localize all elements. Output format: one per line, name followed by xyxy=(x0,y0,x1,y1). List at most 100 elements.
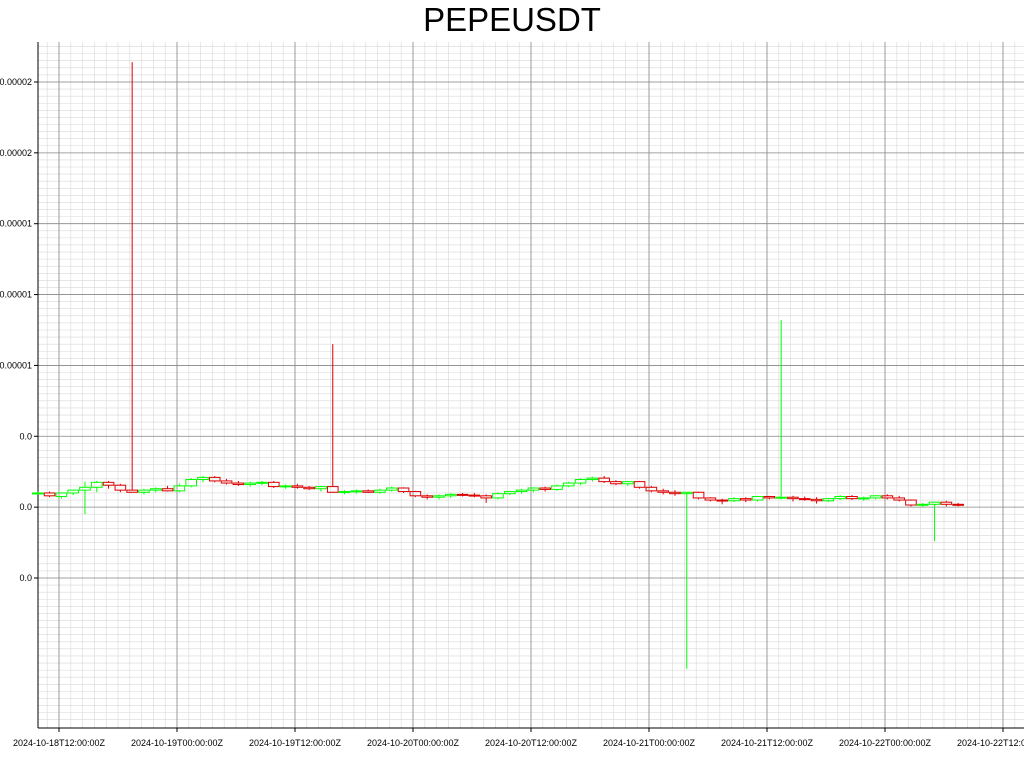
candle-body xyxy=(657,490,669,493)
candle-up xyxy=(197,475,209,483)
candle-up xyxy=(315,485,327,492)
candle-body xyxy=(916,503,929,506)
candle-down xyxy=(421,494,433,500)
candle-up xyxy=(562,481,575,488)
candle-down xyxy=(267,480,280,489)
candle-down xyxy=(126,62,138,493)
candle-up xyxy=(869,495,882,500)
candle-body xyxy=(173,485,186,492)
candle-body xyxy=(834,496,846,500)
candle-up xyxy=(173,483,186,493)
candle-body xyxy=(480,495,492,499)
candle-body xyxy=(905,499,917,506)
candle-body xyxy=(503,491,516,495)
candle-body xyxy=(326,486,339,493)
candle-body xyxy=(208,476,221,482)
candle-up xyxy=(527,487,540,493)
candle-up xyxy=(621,480,634,486)
candle-body xyxy=(728,498,740,502)
candle-up xyxy=(444,492,457,498)
candle-up xyxy=(138,488,150,495)
candle-up xyxy=(857,496,870,501)
candle-body xyxy=(881,495,894,499)
candle-down xyxy=(397,487,410,493)
candle-up xyxy=(374,488,386,494)
candle-body xyxy=(114,484,127,491)
candle-down xyxy=(787,495,799,502)
candle-down xyxy=(669,490,681,496)
candle-body xyxy=(315,486,327,490)
candle-body xyxy=(893,497,905,501)
candle-body xyxy=(279,485,292,488)
candle-body xyxy=(633,481,646,488)
candle-body xyxy=(67,489,79,494)
candle-down xyxy=(114,483,127,493)
candle-up xyxy=(916,502,929,508)
candle-body xyxy=(869,495,882,499)
candle-up xyxy=(503,490,516,496)
candle-body xyxy=(704,497,717,501)
candle-body xyxy=(716,499,728,502)
candle-body xyxy=(185,479,197,487)
candle-body xyxy=(456,493,469,496)
y-axis-ticks: 0.0 0.0 0.0 0.00001 0.00001 0.00001 0.00002 0.0… xyxy=(0,77,38,583)
candle-body xyxy=(610,481,622,485)
candle-down xyxy=(291,483,304,489)
candle-up xyxy=(515,488,528,494)
candle-up xyxy=(433,494,445,500)
candle-body xyxy=(90,481,103,488)
candle-up xyxy=(551,484,563,491)
candle-down xyxy=(798,496,811,501)
candle-up xyxy=(31,491,44,495)
candle-down xyxy=(102,480,115,489)
candle-up xyxy=(90,480,103,493)
candle-body xyxy=(551,485,563,490)
candle-body xyxy=(338,491,351,494)
candle-down xyxy=(810,497,823,504)
candle-up xyxy=(55,492,68,499)
candle-up xyxy=(751,495,764,502)
candle-body xyxy=(940,501,953,505)
candle-body xyxy=(751,496,764,501)
candle-body xyxy=(798,498,811,501)
candle-down xyxy=(539,486,551,492)
candle-body xyxy=(126,489,138,493)
candle-down xyxy=(456,492,469,497)
candle-body xyxy=(421,495,433,498)
y-tick-label: 0.0 xyxy=(19,502,32,512)
candle-body xyxy=(102,481,115,486)
candle-down xyxy=(468,492,481,498)
candle-up xyxy=(574,478,587,486)
candle-down xyxy=(739,497,752,503)
y-tick-label: 0.00001 xyxy=(0,219,32,229)
candle-down xyxy=(326,344,339,493)
candle-body xyxy=(574,479,587,484)
candle-body xyxy=(810,498,823,502)
candle-body xyxy=(857,497,870,500)
x-tick-label: 2024-10-22T12:00:00Z xyxy=(957,738,1024,748)
candle-body xyxy=(31,492,44,495)
candle-down xyxy=(645,485,658,493)
candle-body xyxy=(692,491,705,499)
candle-down xyxy=(940,500,953,507)
candle-body xyxy=(562,482,575,487)
candle-down xyxy=(893,495,905,502)
candle-up xyxy=(244,481,256,487)
candle-body xyxy=(350,490,363,493)
candle-body xyxy=(621,481,634,485)
candle-down xyxy=(846,495,858,501)
candle-body xyxy=(433,495,445,498)
candle-up xyxy=(385,486,398,492)
candle-down xyxy=(232,480,245,486)
candle-down xyxy=(952,502,964,507)
candle-body xyxy=(787,496,799,500)
candle-body xyxy=(515,489,528,493)
y-tick-label: 0.00001 xyxy=(0,360,32,370)
candle-up xyxy=(775,320,787,500)
candle-body xyxy=(598,477,610,483)
candle-down xyxy=(633,480,646,489)
candle-up xyxy=(586,476,599,482)
candle-up xyxy=(338,490,351,495)
candle-up xyxy=(834,495,846,501)
candle-down xyxy=(692,491,705,500)
